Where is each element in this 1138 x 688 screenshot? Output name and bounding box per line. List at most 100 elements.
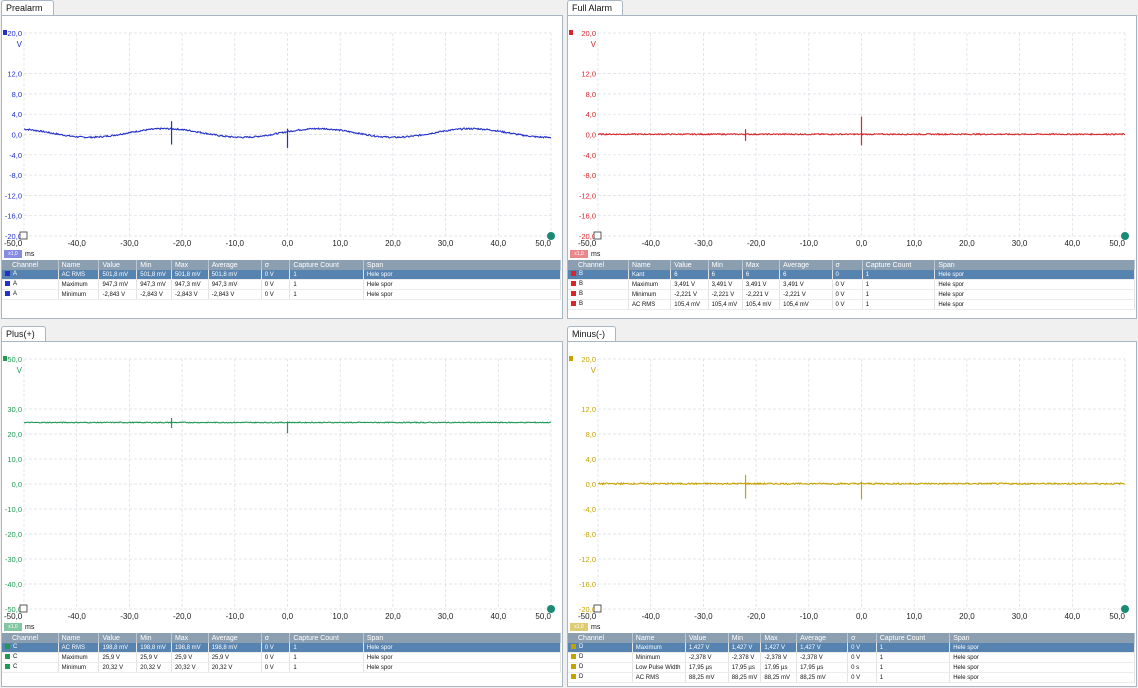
column-header[interactable]: Max bbox=[742, 260, 781, 270]
table-cell: 17,95 µs bbox=[760, 662, 798, 673]
view-tab-plus[interactable]: Plus(+) bbox=[1, 326, 46, 342]
measurements-table[interactable]: Channel Name Value Min Max Average σ Capture Co… bbox=[2, 260, 562, 300]
table-cell: 1,427 V bbox=[796, 643, 849, 653]
column-header[interactable]: Average bbox=[779, 260, 833, 270]
column-header[interactable]: Value bbox=[685, 633, 729, 643]
channel-label: B bbox=[579, 291, 584, 298]
measurements-table[interactable]: Channel Name Value Min Max Average σ Capture Co… bbox=[2, 633, 562, 673]
view-tab-prealarm[interactable]: Prealarm bbox=[1, 0, 54, 16]
table-row[interactable]: B Kant 6 6 6 6 0 1 Hele spor bbox=[568, 270, 1135, 280]
column-header[interactable]: Average bbox=[208, 633, 262, 643]
ruler-handle[interactable] bbox=[593, 231, 602, 240]
table-row[interactable]: A Maximum 947,3 mV 947,3 mV 947,3 mV 947,3 mV… bbox=[2, 279, 562, 290]
table-row[interactable]: B AC RMS 105,4 mV 105,4 mV 105,4 mV 105,4 mV 0… bbox=[568, 299, 1135, 310]
waveform-plot[interactable]: 20,0 V 12,0 8,0 4,0 0,0 -4,0 -8,0 -12,0 -16,0 -20,… bbox=[1, 0, 563, 319]
column-header[interactable]: Span bbox=[363, 260, 562, 270]
column-header[interactable]: Value bbox=[670, 260, 709, 270]
zoom-badge[interactable]: x1,0 bbox=[4, 250, 22, 258]
column-header[interactable]: Span bbox=[363, 633, 562, 643]
column-header[interactable]: Channel bbox=[2, 633, 59, 643]
column-header[interactable]: Capture Count bbox=[289, 260, 364, 270]
trigger-handle[interactable] bbox=[547, 232, 555, 240]
ruler-handle[interactable] bbox=[593, 604, 602, 613]
table-row[interactable]: D AC RMS 88,25 mV 88,25 mV 88,25 mV 88,25 mV 0… bbox=[568, 672, 1135, 683]
zoom-badge[interactable]: x1,0 bbox=[570, 623, 588, 631]
column-header[interactable]: Name bbox=[632, 633, 686, 643]
table-row[interactable]: B Minimum -2,221 V -2,221 V -2,221 V -2,221 V… bbox=[568, 289, 1135, 300]
table-cell: 0 V bbox=[261, 662, 291, 673]
table-row[interactable]: D Low Pulse Width 17,95 µs 17,95 µs 17,95 µs… bbox=[568, 662, 1135, 673]
view-tab-minus[interactable]: Minus(-) bbox=[567, 326, 616, 342]
y-tick-label: -20,0 bbox=[579, 232, 596, 241]
column-header[interactable]: Capture Count bbox=[289, 633, 364, 643]
column-header[interactable]: σ bbox=[847, 633, 877, 643]
view-tab-full-alarm[interactable]: Full Alarm bbox=[567, 0, 624, 16]
measurements-table[interactable]: Channel Name Value Min Max Average σ Capture Co… bbox=[568, 260, 1135, 310]
trigger-handle[interactable] bbox=[1121, 605, 1129, 613]
column-header[interactable]: σ bbox=[261, 633, 291, 643]
waveform-plot[interactable]: 20,0 V 12,0 8,0 4,0 0,0 -4,0 -8,0 -12,0 -16,0 -20,… bbox=[567, 326, 1137, 687]
zoom-badge[interactable]: x1,0 bbox=[4, 623, 22, 631]
column-header[interactable]: Name bbox=[58, 633, 100, 643]
table-cell: 3,491 V bbox=[708, 279, 743, 290]
column-header[interactable]: σ bbox=[261, 260, 291, 270]
column-header[interactable]: Average bbox=[208, 260, 262, 270]
column-header[interactable]: Name bbox=[628, 260, 672, 270]
column-header[interactable]: Channel bbox=[2, 260, 59, 270]
table-row[interactable]: A AC RMS 501,8 mV 501,8 mV 501,8 mV 501,8 mV 0… bbox=[2, 270, 562, 280]
zoom-badge[interactable]: x1,0 bbox=[570, 250, 588, 258]
channel-color-icon bbox=[571, 664, 576, 670]
ruler-handle[interactable] bbox=[19, 231, 28, 240]
x-tick-label: 40,0 bbox=[1065, 239, 1081, 248]
table-row[interactable]: C AC RMS 198,8 mV 198,8 mV 198,8 mV 198,8 mV 0… bbox=[2, 643, 562, 653]
column-header[interactable]: Span bbox=[934, 260, 1135, 270]
column-header[interactable]: Capture Count bbox=[876, 633, 951, 643]
trigger-handle[interactable] bbox=[1121, 232, 1129, 240]
column-header[interactable]: Channel bbox=[568, 260, 629, 270]
scope-view-minus[interactable]: Minus(-) 20,0 V 12,0 8,0 4,0 0,0 -4,0 -8,0 -12,0… bbox=[567, 326, 1137, 687]
column-header[interactable]: σ bbox=[832, 260, 863, 270]
table-cell: AC RMS bbox=[58, 270, 100, 280]
scope-view-prealarm[interactable]: Prealarm 20,0 V 12,0 8,0 4,0 0,0 -4,0 -8,0 -12,0… bbox=[1, 0, 563, 319]
table-row[interactable]: A Minimum -2,843 V -2,843 V -2,843 V -2,843 V… bbox=[2, 289, 562, 300]
trigger-handle[interactable] bbox=[547, 605, 555, 613]
y-tick-label: -20,0 bbox=[5, 232, 22, 241]
y-tick-label: 4,0 bbox=[586, 110, 596, 119]
table-cell: 501,8 mV bbox=[208, 270, 262, 280]
y-tick-label: -50,0 bbox=[5, 605, 22, 614]
table-cell: Minimum bbox=[58, 289, 100, 300]
column-header[interactable]: Min bbox=[136, 260, 172, 270]
waveform-plot[interactable]: 50,0V30,020,010,00,0-10,0-20,0-30,0-40,0… bbox=[1, 326, 563, 687]
channel-cell: B bbox=[568, 289, 629, 300]
column-header[interactable]: Name bbox=[58, 260, 100, 270]
column-header[interactable]: Max bbox=[171, 633, 209, 643]
column-header[interactable]: Value bbox=[98, 260, 138, 270]
waveform-plot[interactable]: 20,0 V 12,0 8,0 4,0 0,0 -4,0 -8,0 -12,0 -16,0 -20,… bbox=[567, 0, 1137, 319]
column-header[interactable]: Max bbox=[760, 633, 798, 643]
table-header-row: Channel Name Value Min Max Average σ Capture Co… bbox=[2, 260, 562, 270]
x-tick-label: -20,0 bbox=[173, 239, 192, 248]
table-cell: 17,95 µs bbox=[728, 662, 762, 673]
column-header[interactable]: Min bbox=[728, 633, 762, 643]
table-cell: -2,843 V bbox=[136, 289, 172, 300]
column-header[interactable]: Capture Count bbox=[862, 260, 936, 270]
column-header[interactable]: Average bbox=[796, 633, 849, 643]
column-header[interactable]: Channel bbox=[568, 633, 633, 643]
table-row[interactable]: D Minimum -2,378 V -2,378 V -2,378 V -2,378 V… bbox=[568, 652, 1135, 663]
column-header[interactable]: Value bbox=[98, 633, 138, 643]
measurements-table[interactable]: Channel Name Value Min Max Average σ Capture Co… bbox=[568, 633, 1135, 683]
table-cell: -2,221 V bbox=[708, 289, 743, 300]
column-header[interactable]: Max bbox=[171, 260, 209, 270]
column-header[interactable]: Min bbox=[136, 633, 172, 643]
column-header[interactable]: Min bbox=[708, 260, 743, 270]
y-tick-label: 0,0 bbox=[586, 131, 596, 140]
scope-view-plus[interactable]: Plus(+) 50,0 V 30,0 20,0 10,0 0,0 -10,0 -20,0 -3… bbox=[1, 326, 563, 687]
ruler-handle[interactable] bbox=[19, 604, 28, 613]
y-tick-label: -4,0 bbox=[583, 151, 596, 160]
column-header[interactable]: Span bbox=[949, 633, 1135, 643]
scope-view-full-alarm[interactable]: Full Alarm 20,0 V 12,0 8,0 4,0 0,0 -4,0 -8,0 -12… bbox=[567, 0, 1137, 319]
